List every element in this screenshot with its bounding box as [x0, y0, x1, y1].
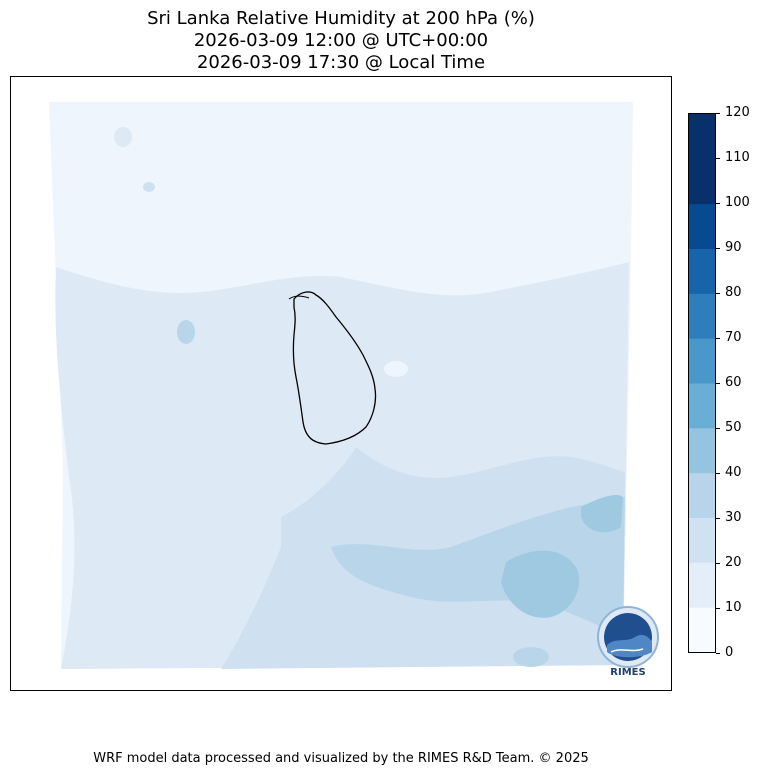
colorbar-gradient	[689, 114, 715, 653]
colorbar-band	[689, 114, 715, 160]
colorbar-band	[689, 338, 715, 384]
colorbar-band	[689, 517, 715, 563]
colorbar-tick: 90	[716, 241, 742, 255]
colorbar-band	[689, 293, 715, 339]
colorbar-tick: 60	[716, 376, 742, 390]
logo-label: RIMES	[610, 667, 645, 678]
field-spot-1	[177, 320, 195, 344]
chart-title: Sri Lanka Relative Humidity at 200 hPa (…	[0, 8, 682, 74]
field-spot-4	[258, 283, 274, 307]
colorbar-tick: 30	[716, 511, 742, 525]
colorbar-band	[689, 427, 715, 474]
colorbar-tick: 10	[716, 601, 742, 615]
field-spot-3	[114, 127, 132, 147]
field-spot-6	[513, 647, 549, 667]
title-line-3: 2026-03-09 17:30 @ Local Time	[196, 52, 486, 73]
title-line-2: 2026-03-09 12:00 @ UTC+00:00	[193, 30, 489, 51]
humidity-map: RIMES	[49, 102, 659, 678]
colorbar-band	[689, 248, 715, 294]
colorbar-tick: 100	[716, 196, 750, 210]
field-medium-west	[69, 407, 286, 497]
colorbar-tick: 120	[716, 106, 750, 120]
colorbar-tick: 20	[716, 556, 742, 570]
field-darkest	[501, 495, 623, 618]
colorbar-tick: 0	[715, 646, 733, 660]
colorbar-tick: 110	[716, 151, 750, 165]
colorbar-band	[689, 472, 715, 518]
colorbar-band	[689, 562, 715, 608]
title-line-1: Sri Lanka Relative Humidity at 200 hPa (…	[147, 8, 535, 29]
colorbar-band	[689, 203, 715, 249]
footer-credit: WRF model data processed and visualized …	[93, 751, 589, 766]
colorbar-band	[689, 383, 715, 429]
sri-lanka-coastline	[292, 291, 377, 445]
colorbar-band	[689, 158, 715, 205]
colorbar	[688, 113, 716, 653]
colorbar-tick: 50	[716, 421, 742, 435]
colorbar-tick: 40	[716, 466, 742, 480]
field-spot-5	[384, 361, 408, 377]
rimes-logo: RIMES	[597, 606, 659, 678]
colorbar-tick: 70	[716, 331, 742, 345]
map-frame: RIMES	[10, 76, 672, 691]
field-spot-2	[143, 182, 155, 192]
colorbar-tick: 80	[716, 286, 742, 300]
colorbar-band	[689, 607, 715, 653]
jaffna-peninsula	[288, 295, 310, 300]
